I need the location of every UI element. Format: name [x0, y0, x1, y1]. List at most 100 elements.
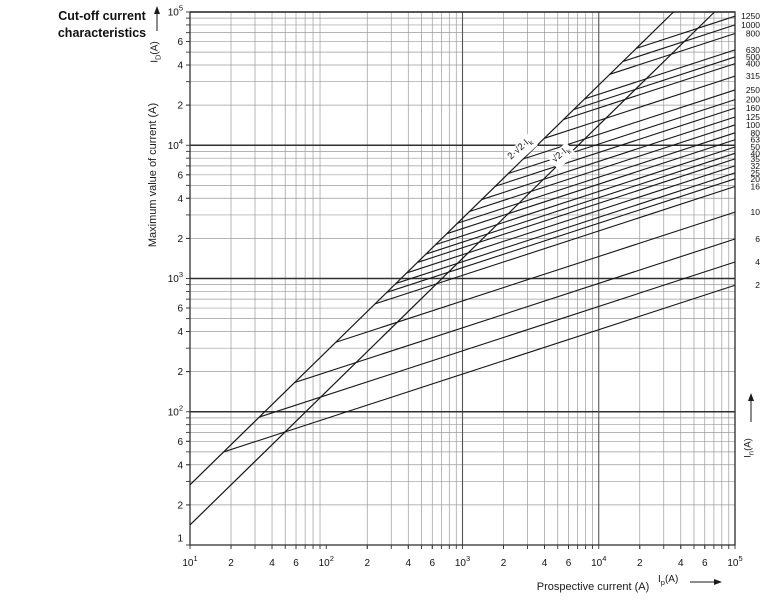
reference-line-0: [189, 11, 674, 486]
x-tick-label: 4: [405, 558, 411, 569]
rating-label-35: 35: [751, 154, 761, 164]
y-tick-label: 4: [177, 61, 183, 72]
y-unit-suffix: (A): [149, 41, 161, 55]
fuse-curve-63: [446, 139, 736, 235]
fuse-curve-10: [335, 211, 736, 343]
x-unit-suffix: (A): [664, 574, 679, 585]
y-axis-title: Maximum value of current (A): [147, 102, 159, 248]
x-unit-base: I: [658, 574, 661, 585]
rating-label-4: 4: [755, 257, 760, 267]
reference-line-1: [189, 11, 715, 526]
x-axis-unit-label: Ip(A): [658, 574, 678, 587]
x-tick-label: 2: [501, 558, 507, 569]
fuse-curve-16: [374, 186, 736, 305]
rating-label-6: 6: [755, 234, 760, 244]
y-tick-label: 4: [177, 194, 183, 205]
fuse-curve-40: [425, 152, 736, 255]
rating-label-200: 200: [746, 95, 760, 105]
rating-label-160: 160: [746, 103, 760, 113]
chart-title-line2: characteristics: [57, 26, 147, 40]
rating-label-500: 500: [746, 52, 760, 62]
y-tick-label: 2: [177, 500, 183, 511]
fuse-curve-50: [435, 146, 736, 246]
x-tick-label: 6: [702, 558, 708, 569]
y-axis-unit-label: ID(A): [150, 41, 163, 63]
x-tick-label: 4: [678, 558, 684, 569]
right-axis-unit-label: In(A): [743, 438, 756, 457]
fuse-curve-25: [395, 172, 736, 284]
rating-label-630: 630: [746, 45, 760, 55]
y-tick-label: 4: [177, 327, 183, 338]
y-tick-label: 6: [177, 170, 183, 181]
y-tick-label: 2: [177, 234, 183, 245]
x-axis-title: Prospective current (A): [536, 581, 650, 593]
fuse-curve-315: [544, 75, 736, 139]
rating-label-100: 100: [746, 120, 760, 130]
x-tick-label: 2: [364, 558, 370, 569]
rating-label-10: 10: [751, 207, 761, 217]
x-tick-label: 6: [429, 558, 435, 569]
fuse-curve-80: [457, 132, 736, 224]
y-unit-base: I: [149, 59, 161, 63]
x-tick-label: 2: [637, 558, 643, 569]
rating-label-800: 800: [746, 28, 760, 38]
rating-label-80: 80: [751, 128, 761, 138]
chart-title: Cut-off current characteristics: [28, 8, 176, 42]
y-unit-sub: D: [153, 54, 163, 60]
y-tick-label: 2: [177, 367, 183, 378]
rating-label-63: 63: [751, 135, 761, 145]
x-tick-label: 2: [228, 558, 234, 569]
y-tick-label: 103: [168, 270, 183, 285]
x-tick-label: 4: [542, 558, 548, 569]
y-tick-label: 102: [168, 403, 183, 418]
rating-label-25: 25: [751, 168, 761, 178]
right-unit-suffix: (A): [742, 438, 754, 451]
fuse-curve-100: [469, 124, 736, 213]
x-tick-label: 104: [591, 554, 606, 569]
rating-label-32: 32: [751, 161, 761, 171]
rating-label-1000: 1000: [741, 20, 760, 30]
fuse-curve-4: [259, 261, 736, 418]
right-arrow-icon: [690, 579, 722, 585]
fuse-curve-125: [481, 116, 736, 201]
y-tick-label: 1: [177, 534, 183, 545]
y-tick-label: 6: [177, 304, 183, 315]
fuse-curve-250: [522, 89, 736, 160]
rating-label-125: 125: [746, 112, 760, 122]
x-tick-label: 4: [269, 558, 275, 569]
fuse-curve-35: [417, 158, 736, 263]
rating-label-2: 2: [755, 280, 760, 290]
rating-label-315: 315: [746, 71, 760, 81]
y-tick-label: 6: [177, 37, 183, 48]
rating-label-40: 40: [751, 148, 761, 158]
fuse-curve-20: [386, 178, 736, 293]
y-tick-label: 6: [177, 437, 183, 448]
fuse-curve-1250: [636, 15, 736, 49]
x-tick-label: 6: [566, 558, 572, 569]
rating-label-20: 20: [751, 174, 761, 184]
fuse-curve-400: [563, 63, 736, 121]
fuse-curve-1000: [622, 24, 736, 62]
right-unit-base: I: [742, 455, 754, 458]
x-tick-label: 6: [293, 558, 299, 569]
up-arrow-icon: [748, 393, 754, 422]
x-tick-label: 105: [727, 554, 742, 569]
rating-label-1250: 1250: [741, 11, 760, 21]
right-unit-sub: n: [746, 450, 756, 456]
fuse-curve-630: [584, 49, 736, 100]
fuse-curve-160: [495, 107, 736, 187]
rating-label-250: 250: [746, 85, 760, 95]
x-unit-sub: p: [660, 578, 665, 587]
x-tick-label: 101: [182, 554, 197, 569]
x-tick-label: 102: [319, 554, 334, 569]
rating-label-400: 400: [746, 59, 760, 69]
y-tick-label: 4: [177, 460, 183, 471]
fuse-curve-6: [294, 238, 736, 384]
rating-label-16: 16: [751, 182, 761, 192]
y-tick-label: 104: [168, 137, 183, 152]
x-tick-label: 103: [455, 554, 470, 569]
fuse-curve-500: [573, 56, 736, 111]
rating-label-50: 50: [751, 142, 761, 152]
